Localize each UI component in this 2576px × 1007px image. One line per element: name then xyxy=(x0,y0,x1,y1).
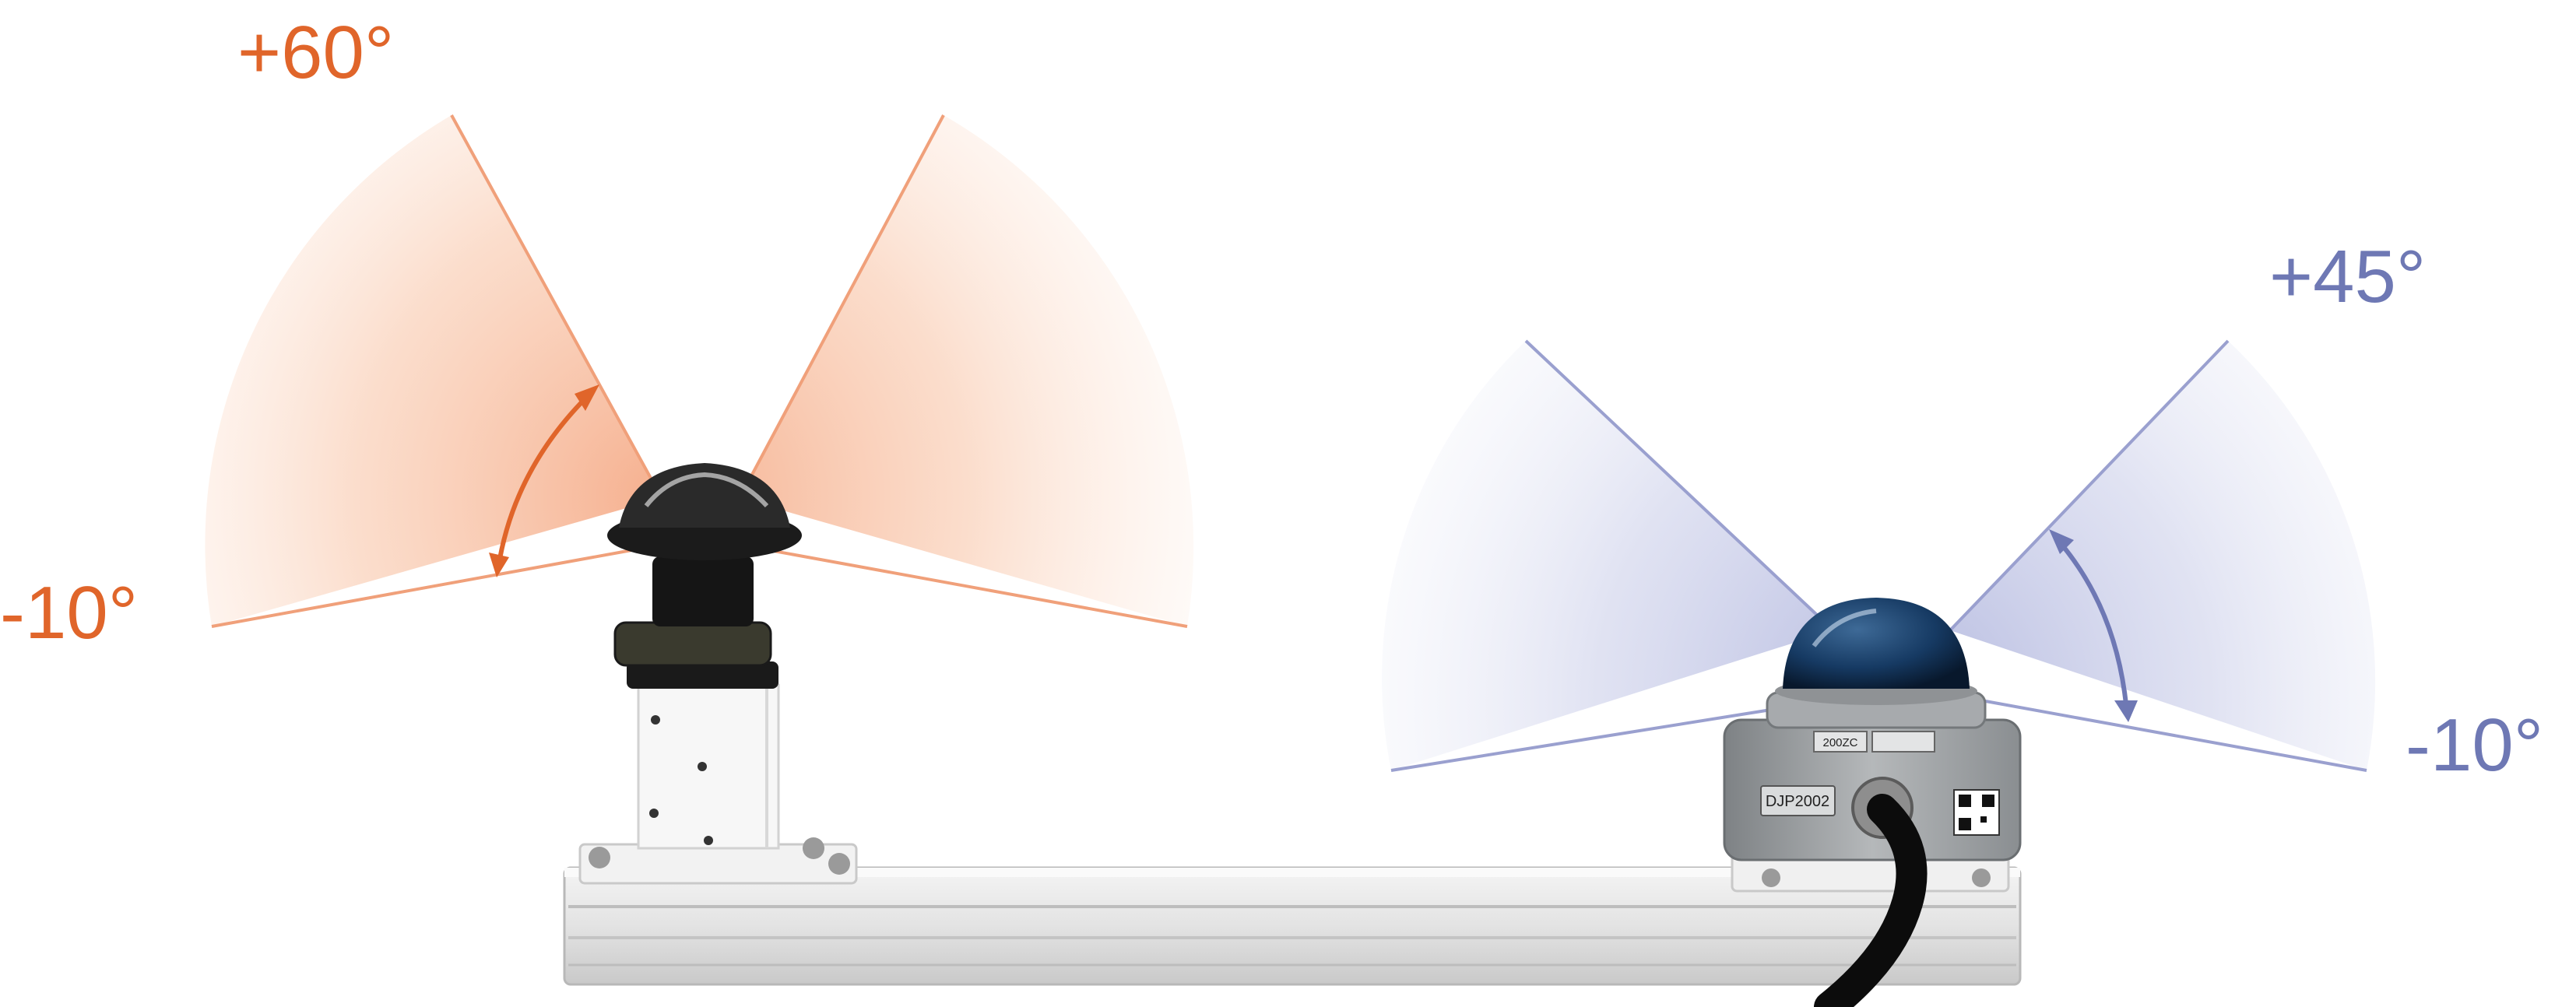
right-fov-lower-boundary-left xyxy=(1390,699,1830,772)
right-base-bolt-2 xyxy=(1972,868,1991,887)
left-base-bolt-2 xyxy=(803,837,824,859)
right-lower-angle-label: -10° xyxy=(2406,703,2543,787)
right-cable xyxy=(1814,794,1928,1007)
right-arrowhead-bottom xyxy=(2114,700,2138,722)
right-dome xyxy=(1783,598,1970,689)
left-bracket xyxy=(637,683,780,850)
left-fov-fan-right xyxy=(740,115,1194,626)
right-sensor-fov xyxy=(1382,339,2376,772)
left-fisheye-dome xyxy=(619,463,790,528)
left-lens-barrel xyxy=(652,556,754,626)
left-fov-lower-boundary-right xyxy=(739,543,1188,628)
left-sensor-fov xyxy=(205,114,1194,628)
right-housing-sublabel: 200ZC xyxy=(1822,736,1857,749)
left-dome-reflection xyxy=(644,472,769,508)
left-bracket-hole-4 xyxy=(704,836,713,845)
right-fov-upper-boundary-left xyxy=(1524,339,1835,632)
right-housing-label-plate xyxy=(1760,785,1836,816)
mounting-rail xyxy=(563,866,2022,986)
left-bracket-hole-1 xyxy=(651,715,660,725)
right-arrowhead-top xyxy=(2049,529,2074,554)
left-fov-fan-left xyxy=(205,115,662,626)
right-housing-label: DJP2002 xyxy=(1766,793,1829,810)
left-upper-angle-label: +60° xyxy=(237,11,394,94)
left-bracket-hole-3 xyxy=(649,809,659,818)
left-mount-ring xyxy=(627,661,778,689)
rail-top-highlight xyxy=(564,868,2020,877)
right-sensor-unit: DJP2002 200ZC xyxy=(1723,598,2022,1007)
left-fov-upper-boundary-right xyxy=(738,114,945,499)
right-fov-fan-left xyxy=(1382,341,1833,770)
right-qr-block-1 xyxy=(1959,795,1971,807)
left-angle-arc-arrow xyxy=(496,388,596,569)
right-angle-arc-arrow xyxy=(2053,535,2129,713)
right-dome-reflection xyxy=(1812,609,1877,647)
left-arrowhead-top xyxy=(575,384,599,411)
right-fov-upper-boundary-right xyxy=(1949,339,2230,632)
right-housing-sublabel-plate xyxy=(1813,731,1868,753)
left-clamp-nut xyxy=(613,621,772,667)
left-base-bolt-1 xyxy=(589,847,610,868)
right-qr-block-3 xyxy=(1959,818,1971,830)
left-base-bolt-3 xyxy=(828,853,850,875)
left-fov-upper-boundary-left xyxy=(450,114,663,499)
left-sensor-unit xyxy=(578,463,858,885)
right-qr-block-4 xyxy=(1980,816,1987,823)
left-fov-lower-boundary-left xyxy=(211,543,662,628)
right-housing-sticker xyxy=(1871,731,1935,753)
left-bracket-hole-2 xyxy=(698,762,707,771)
right-upper-angle-label: +45° xyxy=(2269,235,2426,318)
right-base-bolt-1 xyxy=(1762,868,1780,887)
right-qr-block-2 xyxy=(1982,795,1994,807)
right-fov-fan-right xyxy=(1950,341,2376,770)
left-arrowhead-bottom xyxy=(489,553,509,577)
right-fov-lower-boundary-right xyxy=(1980,699,2367,772)
left-lower-angle-label: -10° xyxy=(0,571,138,654)
